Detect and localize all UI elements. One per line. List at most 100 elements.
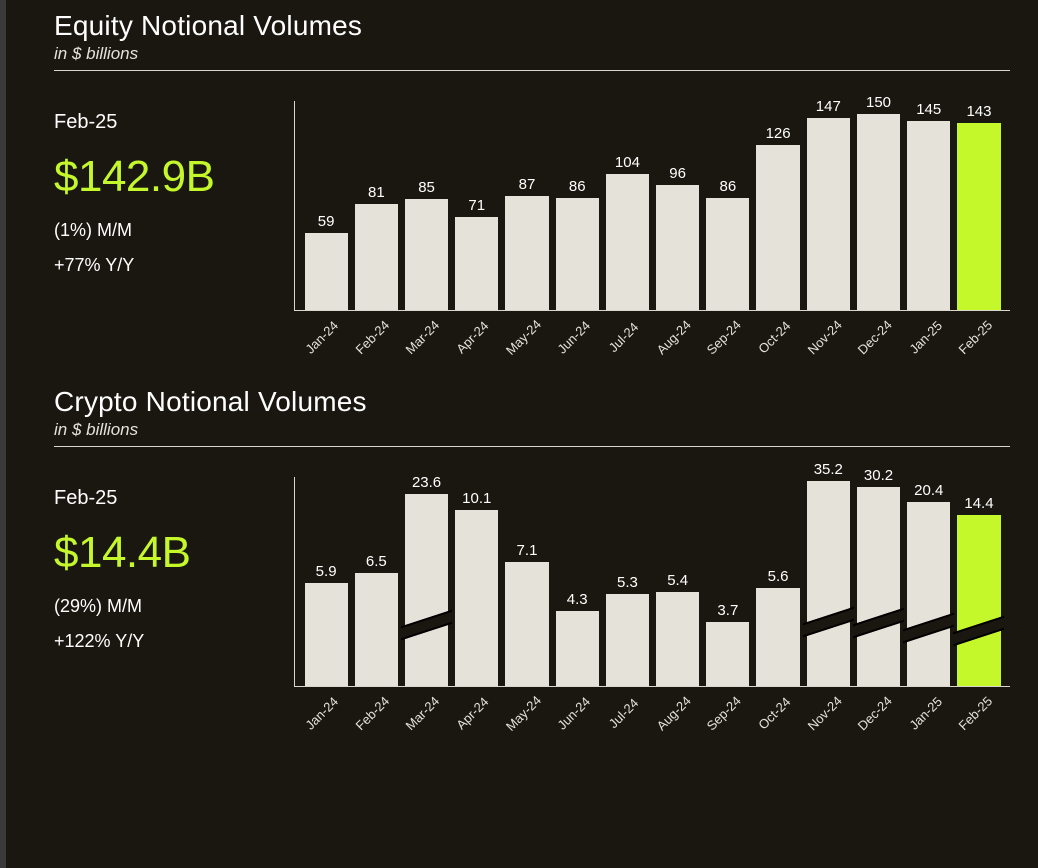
equity-mm: (1%) M/M: [54, 220, 274, 241]
bar-slot: 23.6: [401, 477, 451, 686]
x-axis-label: Mar-24: [403, 317, 443, 357]
bar-slot: 7.1: [502, 477, 552, 686]
bar: 147: [807, 118, 850, 310]
bar-slot: 14.4: [954, 477, 1004, 686]
x-tick: Jun-24: [551, 691, 601, 706]
x-axis-label: Oct-24: [755, 694, 793, 732]
x-tick: Aug-24: [652, 691, 702, 706]
equity-chart: 5981857187861049686126147150145143 Jan-2…: [294, 101, 1010, 330]
x-tick: Oct-24: [753, 691, 803, 706]
bar-slot: 4.3: [552, 477, 602, 686]
x-axis-label: Jun-24: [554, 694, 593, 733]
bar: 81: [355, 204, 398, 310]
x-axis-label: Apr-24: [454, 318, 492, 356]
bar-slot: 86: [552, 101, 602, 310]
x-axis-label: Nov-24: [805, 317, 845, 357]
bar: 20.4: [907, 502, 950, 686]
x-tick: Dec-24: [853, 691, 903, 706]
bar: 86: [706, 198, 749, 310]
axis-break-icon: [803, 606, 854, 637]
x-axis-label: Jan-24: [303, 318, 342, 357]
bar: 10.1: [455, 510, 498, 686]
x-tick: Aug-24: [652, 315, 702, 330]
equity-subtitle: in $ billions: [54, 44, 1010, 64]
x-tick: Feb-25: [954, 691, 1004, 706]
bar-slot: 35.2: [803, 477, 853, 686]
x-axis-label: Feb-25: [956, 317, 996, 357]
crypto-content-row: Feb-25 $14.4B (29%) M/M +122% Y/Y 5.96.5…: [54, 477, 1010, 706]
bar-value-label: 30.2: [864, 467, 893, 484]
x-axis-label: Jun-24: [554, 318, 593, 357]
bar: 150: [857, 114, 900, 310]
bar-slot: 5.3: [602, 477, 652, 686]
bar-value-label: 5.9: [316, 563, 337, 580]
bar: 30.2: [857, 487, 900, 686]
x-tick: Feb-24: [350, 315, 400, 330]
bar-value-label: 35.2: [814, 461, 843, 478]
bar-slot: 86: [703, 101, 753, 310]
x-tick: Mar-24: [401, 315, 451, 330]
bar: 143: [957, 123, 1000, 310]
axis-break-icon: [953, 616, 1004, 647]
bar: 5.9: [305, 583, 348, 686]
bar-value-label: 86: [720, 178, 737, 195]
x-tick: May-24: [501, 315, 551, 330]
bar: 104: [606, 174, 649, 310]
bar: 7.1: [505, 562, 548, 686]
bar: 71: [455, 217, 498, 310]
bar: 5.4: [656, 592, 699, 686]
x-axis-label: Feb-24: [352, 693, 392, 733]
bar-slot: 96: [653, 101, 703, 310]
x-axis-label: Oct-24: [755, 318, 793, 356]
equity-x-axis: Jan-24Feb-24Mar-24Apr-24May-24Jun-24Jul-…: [294, 315, 1010, 330]
equity-header: Equity Notional Volumes in $ billions: [54, 10, 1010, 71]
x-tick: Jul-24: [602, 315, 652, 330]
bar-value-label: 10.1: [462, 490, 491, 507]
bar-value-label: 7.1: [517, 542, 538, 559]
bar-value-label: 85: [418, 179, 435, 196]
x-tick: Apr-24: [451, 315, 501, 330]
bar-slot: 150: [853, 101, 903, 310]
equity-content-row: Feb-25 $142.9B (1%) M/M +77% Y/Y 5981857…: [54, 101, 1010, 330]
x-axis-label: Dec-24: [855, 693, 895, 733]
bar: 59: [305, 233, 348, 310]
bar-slot: 145: [904, 101, 954, 310]
bar-value-label: 23.6: [412, 474, 441, 491]
bar-value-label: 104: [615, 154, 640, 171]
crypto-title: Crypto Notional Volumes: [54, 386, 1010, 418]
bar-slot: 85: [401, 101, 451, 310]
bar: 14.4: [957, 515, 1000, 686]
bar-value-label: 3.7: [717, 602, 738, 619]
x-axis-label: Aug-24: [654, 317, 694, 357]
bar-slot: 5.9: [301, 477, 351, 686]
bar-value-label: 126: [766, 125, 791, 142]
x-tick: Jan-25: [903, 315, 953, 330]
bar: 4.3: [556, 611, 599, 686]
bar-slot: 126: [753, 101, 803, 310]
bar-value-label: 5.4: [667, 572, 688, 589]
bar: 23.6: [405, 494, 448, 686]
x-axis-label: Mar-24: [403, 693, 443, 733]
equity-period: Feb-25: [54, 111, 274, 134]
bar: 96: [656, 185, 699, 310]
bar-value-label: 14.4: [964, 495, 993, 512]
bar-slot: 30.2: [853, 477, 903, 686]
crypto-subtitle: in $ billions: [54, 420, 1010, 440]
x-tick: Dec-24: [853, 315, 903, 330]
x-tick: Feb-24: [350, 691, 400, 706]
equity-title: Equity Notional Volumes: [54, 10, 1010, 42]
bar-value-label: 4.3: [567, 591, 588, 608]
bar-value-label: 71: [468, 197, 485, 214]
x-tick: Oct-24: [753, 315, 803, 330]
x-tick: Feb-25: [954, 315, 1004, 330]
bar: 5.3: [606, 594, 649, 686]
bar-slot: 5.4: [653, 477, 703, 686]
bar-value-label: 86: [569, 178, 586, 195]
equity-chart-bars: 5981857187861049686126147150145143: [294, 101, 1010, 311]
bar-value-label: 143: [966, 103, 991, 120]
crypto-period: Feb-25: [54, 487, 274, 510]
bar: 145: [907, 121, 950, 310]
x-axis-label: Jan-25: [906, 318, 945, 357]
crypto-header: Crypto Notional Volumes in $ billions: [54, 386, 1010, 447]
bar-value-label: 59: [318, 213, 335, 230]
